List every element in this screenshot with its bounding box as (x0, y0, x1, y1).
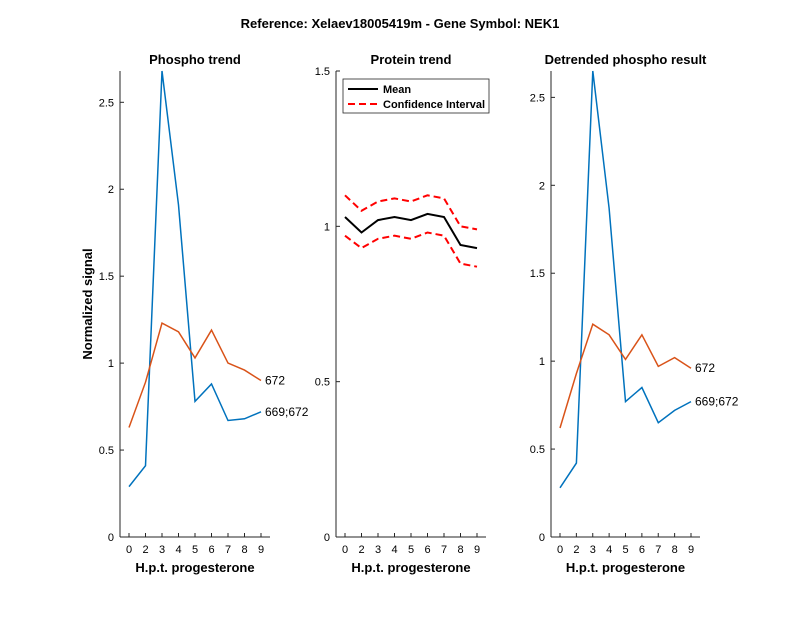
series-line-669-672 (559, 70, 692, 489)
y-tick-label: 0.5 (530, 444, 545, 456)
y-tick-label: 1.5 (315, 66, 330, 78)
x-tick-label: 9 (474, 544, 480, 556)
y-tick-label: 0.5 (99, 445, 114, 457)
x-tick-label: 5 (192, 544, 198, 556)
x-tick-label: 0 (126, 544, 132, 556)
y-tick-label: 0 (108, 532, 114, 544)
series-end-label: 669;672 (265, 405, 309, 419)
y-tick-label: 2.5 (530, 92, 545, 104)
x-tick-label: 9 (688, 544, 694, 556)
y-tick-label: 2.5 (99, 97, 114, 109)
x-tick-label: 8 (672, 544, 678, 556)
chart-legend: Mean Confidence Interval (342, 78, 490, 114)
panel-title: Protein trend (371, 52, 452, 67)
x-tick-label: 3 (159, 544, 165, 556)
panel-title: Detrended phospho result (545, 52, 707, 67)
series-line-672 (559, 323, 692, 429)
series-end-label: 672 (265, 374, 285, 388)
x-tick-label: 2 (573, 544, 579, 556)
x-tick-label: 4 (391, 544, 397, 556)
x-axis-label: H.p.t. progesterone (135, 560, 254, 575)
x-tick-label: 9 (258, 544, 264, 556)
x-tick-label: 4 (606, 544, 612, 556)
x-tick-label: 7 (655, 544, 661, 556)
y-tick-label: 2 (108, 184, 114, 196)
x-tick-label: 0 (342, 544, 348, 556)
x-tick-label: 7 (225, 544, 231, 556)
x-tick-label: 2 (142, 544, 148, 556)
series-line-mean (344, 212, 478, 250)
y-tick-label: 1.5 (99, 271, 114, 283)
x-tick-label: 7 (441, 544, 447, 556)
x-tick-label: 5 (408, 544, 414, 556)
y-tick-label: 2 (539, 180, 545, 192)
series-line-confidence-interval (344, 231, 478, 268)
y-axis-label: Normalized signal (80, 248, 95, 359)
y-tick-label: 1 (108, 358, 114, 370)
figure-suptitle: Reference: Xelaev18005419m - Gene Symbol… (241, 16, 560, 31)
x-tick-label: 2 (358, 544, 364, 556)
x-tick-label: 4 (175, 544, 181, 556)
y-tick-label: 0.5 (315, 377, 330, 389)
x-tick-label: 3 (590, 544, 596, 556)
x-axis-label: H.p.t. progesterone (566, 560, 685, 575)
series-line-672 (128, 322, 262, 428)
legend-box (342, 78, 490, 114)
x-tick-label: 6 (208, 544, 214, 556)
y-tick-label: 1 (539, 356, 545, 368)
x-tick-label: 5 (622, 544, 628, 556)
y-tick-label: 0 (324, 532, 330, 544)
legend-label-ci: Confidence Interval (383, 99, 485, 111)
x-tick-label: 0 (557, 544, 563, 556)
y-tick-label: 0 (539, 532, 545, 544)
x-tick-label: 8 (241, 544, 247, 556)
x-tick-label: 6 (424, 544, 430, 556)
x-tick-label: 6 (639, 544, 645, 556)
series-line-669-672 (128, 70, 262, 488)
x-axis-label: H.p.t. progesterone (351, 560, 470, 575)
x-tick-label: 8 (457, 544, 463, 556)
panel-title: Phospho trend (149, 52, 241, 67)
y-tick-label: 1 (324, 221, 330, 233)
series-end-label: 669;672 (695, 395, 739, 409)
series-end-label: 672 (695, 361, 715, 375)
series-line-confidence-interval (344, 194, 478, 231)
x-tick-label: 3 (375, 544, 381, 556)
y-tick-label: 1.5 (530, 268, 545, 280)
legend-label-mean: Mean (383, 84, 411, 96)
